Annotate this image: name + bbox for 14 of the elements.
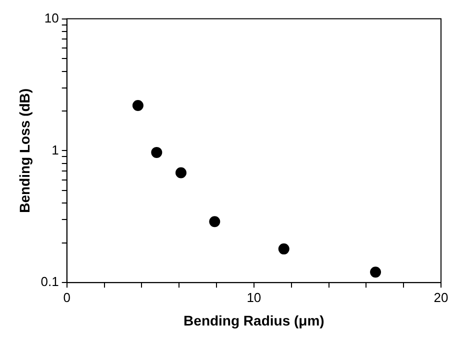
point (175, 167, 186, 178)
point (151, 146, 162, 158)
y-axis-title: Bending Loss (dB) (16, 88, 32, 213)
x-tick-label: 10 (246, 290, 262, 305)
y-tick-label: 10 (44, 10, 59, 26)
y-tick-label: 0.1 (40, 274, 59, 290)
point (209, 216, 220, 228)
x-axis-title: Bending Radius (μm) (184, 312, 324, 328)
point (370, 266, 382, 278)
x-tick-label: 20 (434, 290, 448, 305)
point (278, 243, 290, 254)
point (132, 100, 144, 112)
x-tick-label: 0 (63, 290, 70, 305)
y-tick-label: 1 (52, 142, 59, 158)
